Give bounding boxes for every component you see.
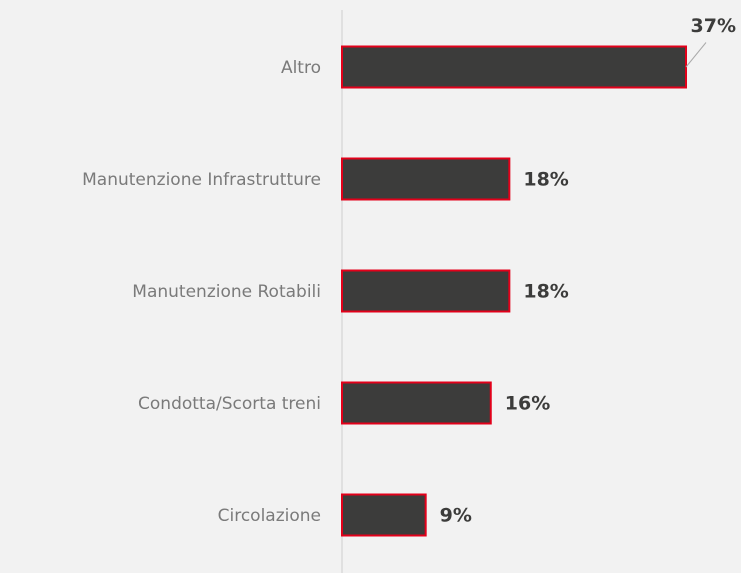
value-label: 18% [523,281,568,303]
bar [341,493,427,537]
value-label: 18% [523,169,568,191]
bar [341,381,492,425]
value-label: 9% [440,505,472,527]
value-label: 37% [691,15,736,37]
category-label: Altro [281,58,321,78]
category-label: Manutenzione Infrastrutture [82,170,321,190]
leader-line [685,42,707,68]
category-label: Condotta/Scorta treni [138,394,321,414]
category-label: Manutenzione Rotabili [132,282,321,302]
category-label: Circolazione [218,506,321,526]
bar [341,269,511,313]
bar [341,157,511,201]
bar [341,45,687,89]
value-label: 16% [505,393,550,415]
